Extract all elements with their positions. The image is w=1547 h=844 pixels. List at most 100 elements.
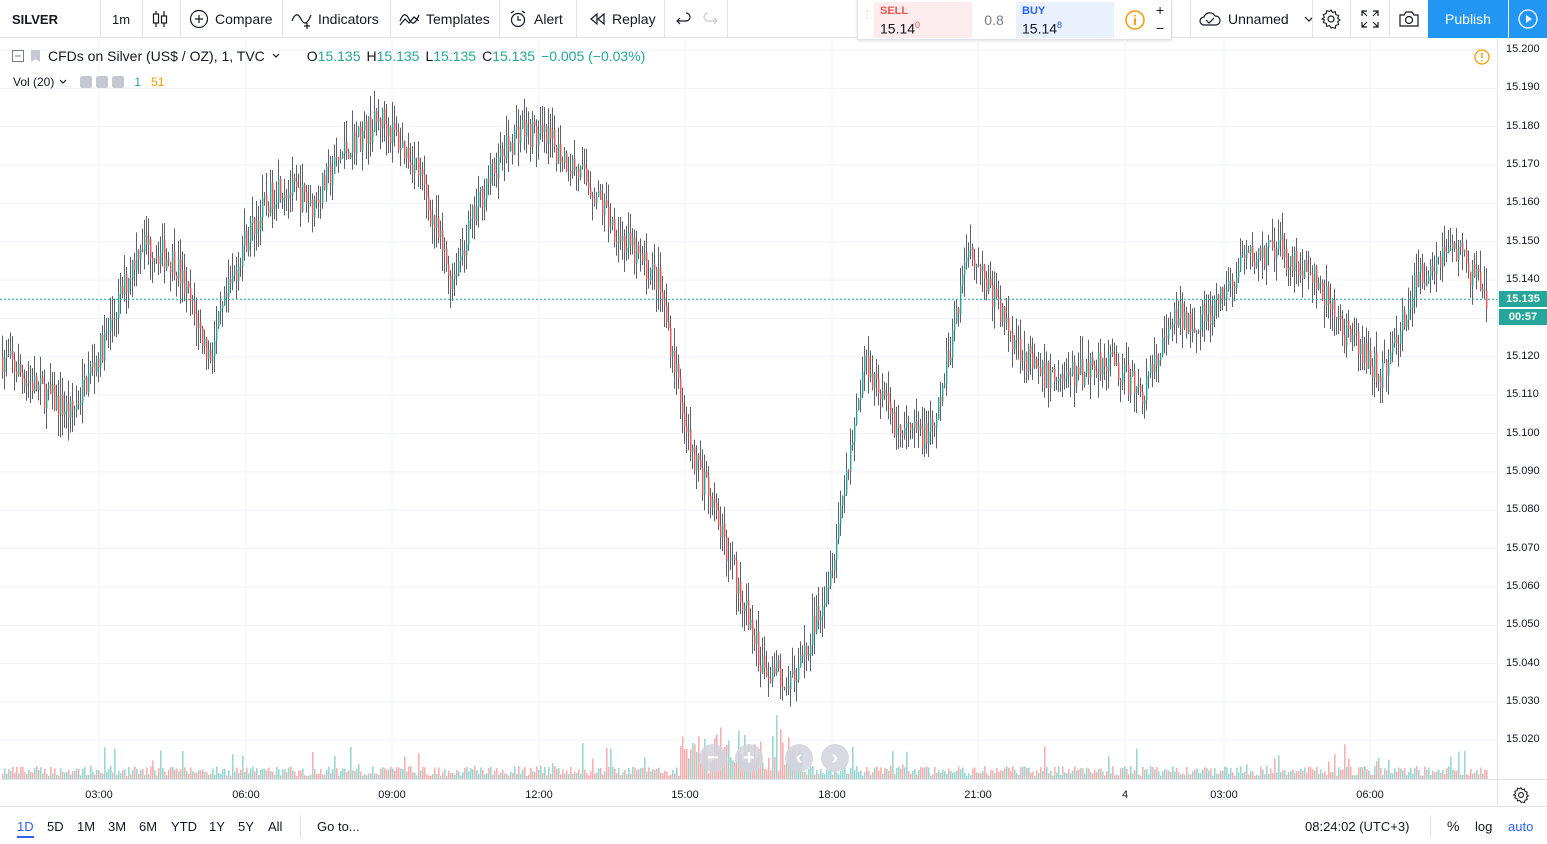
volume-bar [1134, 769, 1136, 779]
volume-bar [8, 769, 10, 779]
volume-bar [56, 774, 58, 779]
gear-icon[interactable] [1320, 0, 1342, 38]
play-circle-icon[interactable] [1509, 0, 1547, 38]
candle-body [494, 162, 496, 174]
volume-bar [1036, 770, 1038, 779]
volume-bar [1128, 774, 1130, 779]
candle-body [830, 570, 832, 586]
volume-bar [1426, 769, 1428, 779]
volume-bar [764, 768, 766, 779]
scroll-right-button[interactable]: › [821, 744, 849, 772]
volume-bar [1118, 775, 1120, 779]
volume-bar [1394, 768, 1396, 779]
volume-bar [68, 769, 70, 779]
goto-date-button[interactable]: Go to... [317, 819, 360, 834]
interval-button[interactable]: 1m [112, 11, 131, 27]
chart-type-candles-icon[interactable] [150, 0, 170, 38]
candle-body [532, 121, 534, 148]
range-1m-button[interactable]: 1M [77, 819, 96, 834]
range-ytd-button[interactable]: YTD [171, 819, 197, 834]
eye-icon[interactable] [80, 76, 93, 88]
volume-bar [444, 769, 446, 779]
volume-bar [306, 775, 308, 779]
volume-bar [12, 766, 14, 779]
chevron-down-icon[interactable] [58, 77, 68, 87]
zoom-out-chart-button[interactable]: − [699, 744, 727, 772]
gear-icon[interactable] [1512, 786, 1530, 809]
auto-scale-toggle[interactable]: auto [1508, 819, 1534, 834]
range-all-button[interactable]: All [268, 819, 283, 834]
candle-body [654, 264, 656, 269]
candle-body [20, 363, 22, 373]
timezone-clock[interactable]: 08:24:02 (UTC+3) [1305, 819, 1410, 834]
volume-bar [558, 768, 560, 779]
add-circle-icon [189, 9, 209, 29]
undo-icon[interactable] [674, 0, 692, 38]
range-1d-button[interactable]: 1D [17, 819, 34, 838]
drag-handle-icon[interactable]: ⋮⋮ [862, 10, 882, 21]
candle-body [712, 498, 714, 508]
candle-body [1172, 324, 1174, 328]
range-5d-button[interactable]: 5D [47, 819, 64, 834]
volume-bar [1132, 773, 1134, 779]
candle-body [1190, 313, 1192, 332]
range-5y-button[interactable]: 5Y [238, 819, 254, 834]
candle-body [272, 182, 274, 210]
range-1y-button[interactable]: 1Y [209, 819, 225, 834]
compare-button[interactable]: Compare [189, 0, 273, 38]
volume-bar [84, 767, 86, 779]
candle-body [450, 275, 452, 290]
volume-bar [1302, 770, 1304, 779]
candle-body [944, 383, 946, 386]
volume-bar [1034, 775, 1036, 779]
candle-body [562, 162, 564, 164]
candle-body [1220, 287, 1222, 304]
sell-button[interactable]: SELL 15.140 [874, 2, 972, 38]
camera-icon[interactable] [1398, 0, 1420, 38]
volume-indicator-title[interactable]: Vol (20) [13, 75, 55, 89]
log-scale-toggle[interactable]: log [1475, 819, 1493, 834]
alert-button[interactable]: Alert [508, 0, 563, 38]
fullscreen-icon[interactable] [1360, 0, 1380, 38]
volume-bar [586, 773, 588, 779]
templates-label: Templates [426, 11, 490, 27]
scroll-left-button[interactable]: ‹ [785, 744, 813, 772]
candle-body [484, 198, 486, 208]
indicators-button[interactable]: Indicators [291, 0, 379, 38]
volume-bar [570, 766, 572, 779]
collapse-icon[interactable] [12, 50, 24, 62]
candle-body [1318, 282, 1320, 290]
layout-menu-button[interactable]: Unnamed [1198, 0, 1315, 38]
zoom-in-chart-button[interactable]: + [735, 744, 763, 772]
volume-bar [1356, 774, 1358, 779]
volume-bar [116, 774, 118, 779]
candle-body [1062, 374, 1064, 382]
candle-body [1308, 271, 1310, 274]
price-chart[interactable] [0, 39, 1547, 806]
range-3m-button[interactable]: 3M [108, 819, 127, 834]
volume-bar [1390, 772, 1392, 779]
zoom-out-button[interactable]: − [1156, 20, 1165, 36]
volume-bar [1294, 772, 1296, 779]
volume-bar [1332, 772, 1334, 779]
series-title[interactable]: CFDs on Silver (US$ / OZ), 1, TVC [48, 48, 265, 64]
settings-icon[interactable] [96, 76, 109, 88]
symbol-search[interactable]: SILVER [12, 11, 58, 27]
volume-bar [1022, 766, 1024, 779]
volume-bar [1032, 771, 1034, 779]
templates-button[interactable]: Templates [399, 0, 490, 38]
info-icon[interactable] [1124, 9, 1146, 36]
volume-bar [28, 769, 30, 779]
warning-icon[interactable] [1474, 49, 1490, 70]
percent-scale-toggle[interactable]: % [1447, 818, 1460, 834]
chevron-down-icon[interactable] [271, 51, 281, 61]
replay-button[interactable]: Replay [588, 0, 656, 38]
range-6m-button[interactable]: 6M [139, 819, 158, 834]
publish-button[interactable]: Publish [1428, 0, 1508, 38]
buy-button[interactable]: BUY 15.148 [1016, 2, 1114, 38]
zoom-in-button[interactable]: + [1156, 2, 1165, 18]
candle-body [344, 141, 346, 154]
redo-icon[interactable] [702, 0, 720, 38]
close-icon[interactable] [112, 76, 125, 88]
volume-bar [1126, 768, 1128, 779]
